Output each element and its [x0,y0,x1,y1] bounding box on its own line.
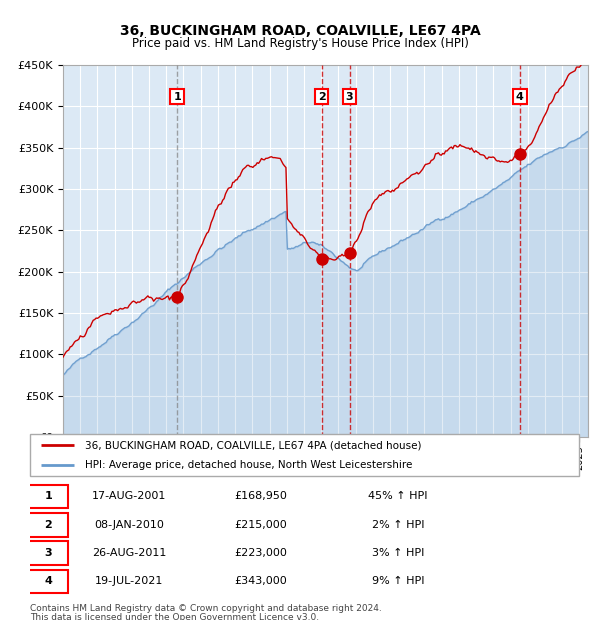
Text: 26-AUG-2011: 26-AUG-2011 [92,548,166,558]
Text: 2: 2 [318,92,326,102]
Text: Price paid vs. HM Land Registry's House Price Index (HPI): Price paid vs. HM Land Registry's House … [131,37,469,50]
FancyBboxPatch shape [30,434,579,476]
Text: 3: 3 [346,92,353,102]
Text: 45% ↑ HPI: 45% ↑ HPI [368,491,428,501]
Text: 17-AUG-2001: 17-AUG-2001 [92,491,166,501]
Text: 08-JAN-2010: 08-JAN-2010 [94,520,164,529]
Text: 3% ↑ HPI: 3% ↑ HPI [371,548,424,558]
Text: 2: 2 [44,520,52,529]
Text: 3: 3 [44,548,52,558]
FancyBboxPatch shape [27,570,68,593]
Text: 36, BUCKINGHAM ROAD, COALVILLE, LE67 4PA (detached house): 36, BUCKINGHAM ROAD, COALVILLE, LE67 4PA… [85,440,421,450]
Text: £223,000: £223,000 [234,548,287,558]
Text: 1: 1 [44,491,52,501]
Text: 1: 1 [173,92,181,102]
Text: 2% ↑ HPI: 2% ↑ HPI [371,520,424,529]
Text: 4: 4 [44,577,52,587]
FancyBboxPatch shape [27,541,68,565]
Text: 4: 4 [516,92,524,102]
Text: HPI: Average price, detached house, North West Leicestershire: HPI: Average price, detached house, Nort… [85,460,412,470]
FancyBboxPatch shape [27,485,68,508]
Text: £343,000: £343,000 [234,577,287,587]
Text: This data is licensed under the Open Government Licence v3.0.: This data is licensed under the Open Gov… [30,613,319,620]
Text: 9% ↑ HPI: 9% ↑ HPI [371,577,424,587]
Text: Contains HM Land Registry data © Crown copyright and database right 2024.: Contains HM Land Registry data © Crown c… [30,604,382,613]
Text: 19-JUL-2021: 19-JUL-2021 [95,577,163,587]
Text: £168,950: £168,950 [234,491,287,501]
FancyBboxPatch shape [27,513,68,537]
Text: 36, BUCKINGHAM ROAD, COALVILLE, LE67 4PA: 36, BUCKINGHAM ROAD, COALVILLE, LE67 4PA [119,24,481,38]
Text: £215,000: £215,000 [234,520,287,529]
